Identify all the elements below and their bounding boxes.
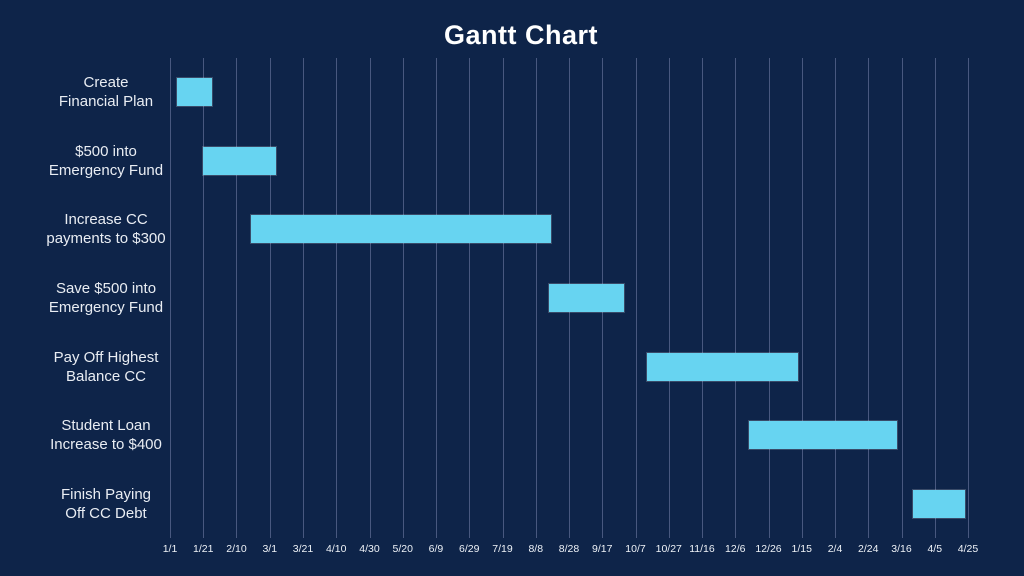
task-label: $500 into Emergency Fund	[22, 127, 190, 196]
x-axis: 1/1 1/21 2/10 3/1 3/21 4/10 4/30 5/20 6/9 6/29 7/1…	[163, 543, 979, 559]
task-bar	[251, 215, 551, 244]
x-tick-label: 6/9	[428, 543, 444, 555]
x-tick-label: 8/28	[558, 543, 580, 555]
x-tick-label: 5/20	[392, 543, 413, 555]
x-tick-label: 2/24	[858, 543, 879, 555]
x-tick-label: 4/30	[359, 543, 380, 555]
gridline	[336, 58, 338, 538]
gridline	[469, 58, 471, 538]
task-label-line: Financial Plan	[58, 93, 154, 111]
task-label-line: Emergency Fund	[48, 299, 164, 317]
gridline	[835, 58, 836, 538]
task-bar	[203, 146, 277, 175]
gridline	[369, 58, 371, 538]
task-label-line: Create	[83, 74, 129, 92]
x-tick-label: 4/25	[957, 543, 979, 555]
task-label-line: Increase to $400	[50, 436, 162, 454]
gridline	[435, 58, 437, 538]
x-tick-label: 2/10	[226, 543, 247, 555]
x-tick-label: 7/19	[492, 543, 513, 555]
task-label-line: Off CC Debt	[65, 504, 147, 522]
task-bar	[176, 78, 212, 107]
task-label-line: Balance CC	[65, 367, 147, 385]
task-label: Save $500 into Emergency Fund	[22, 264, 190, 333]
gridline	[269, 58, 271, 538]
task-bar	[647, 352, 799, 381]
x-tick-label: 1/1	[162, 543, 178, 555]
x-tick-label: 11/16	[689, 543, 715, 555]
x-tick-label: 3/16	[891, 543, 912, 555]
gridline	[502, 58, 504, 538]
plot-area	[170, 58, 969, 538]
x-tick-label: 9/17	[592, 543, 613, 555]
x-tick-label: 1/15	[791, 543, 812, 555]
gridline	[302, 58, 304, 538]
task-bar	[748, 421, 897, 450]
x-tick-label: 3/21	[292, 543, 314, 555]
task-label-line: $500 into	[75, 142, 137, 160]
gridline	[968, 58, 969, 538]
gridline	[402, 58, 404, 538]
gridline	[801, 58, 803, 538]
task-label: Student Loan Increase to $400	[22, 401, 190, 470]
task-label-line: Save $500 into	[55, 280, 157, 298]
x-tick-label: 10/27	[655, 543, 682, 555]
chart-title: Gantt Chart	[444, 20, 598, 50]
gridline	[635, 58, 637, 538]
gridline	[735, 58, 737, 538]
x-tick-label: 4/5	[927, 543, 943, 555]
task-label-column: Create Financial Plan $500 into Emergency F…	[22, 58, 190, 538]
task-label-line: payments to $300	[46, 230, 166, 248]
task-label: Pay Off Highest Balance CC	[22, 332, 190, 401]
x-tick-label: 8/8	[528, 543, 544, 555]
gridline	[868, 58, 870, 538]
gridline	[701, 58, 703, 538]
task-label: Create Financial Plan	[22, 58, 190, 127]
x-tick-label: 3/1	[262, 543, 278, 555]
x-tick-label: 1/21	[193, 543, 214, 555]
gridline	[203, 58, 205, 538]
task-label: Finish Paying Off CC Debt	[22, 469, 190, 538]
task-label: Increase CC payments to $300	[22, 195, 190, 264]
gridline	[236, 58, 238, 538]
x-tick-label: 6/29	[459, 543, 480, 555]
task-bar	[549, 284, 624, 312]
x-tick-label: 12/26	[755, 543, 782, 555]
task-label-line: Pay Off Highest	[53, 348, 159, 366]
x-tick-label: 12/6	[725, 543, 746, 555]
x-tick-label: 4/10	[326, 543, 347, 555]
task-label-line: Increase CC	[64, 211, 148, 229]
x-tick-label: 2/4	[827, 543, 843, 555]
task-label-line: Finish Paying	[60, 485, 152, 503]
task-label-line: Emergency Fund	[48, 161, 164, 179]
gridline	[668, 58, 670, 538]
gridline	[934, 58, 936, 538]
task-bar	[913, 489, 965, 518]
task-label-line: Student Loan	[61, 417, 151, 435]
gridline	[535, 58, 537, 538]
gridline	[901, 58, 903, 538]
x-tick-label: 10/7	[625, 543, 646, 555]
gridline	[170, 58, 171, 538]
gridline	[768, 58, 770, 538]
